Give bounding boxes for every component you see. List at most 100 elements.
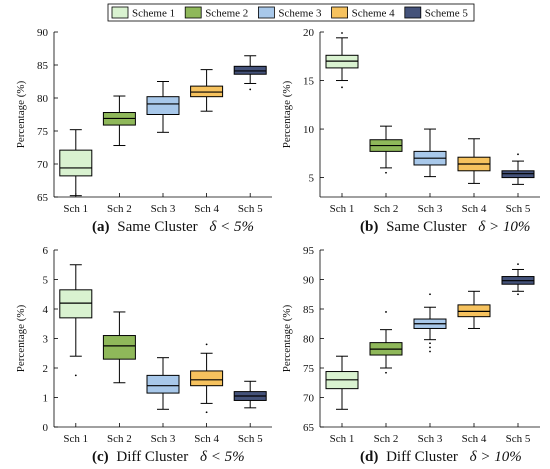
outlier-point [385,171,387,174]
box-sch-4 [457,138,491,184]
legend-swatch [184,6,202,19]
outlier-point [517,153,519,156]
y-tick-label: 15 [303,76,315,88]
box-sch-3 [146,357,180,410]
caption-c-tag: (c) [92,449,109,465]
legend-label: Scheme 4 [352,8,396,20]
y-tick-label: 1 [43,393,49,405]
caption-d-text: Diff Cluster [386,449,458,465]
caption-b-math: δ > 10% [478,219,530,235]
x-tick-label: Sch 1 [63,433,88,445]
outlier-point [249,88,252,91]
outlier-point [385,311,387,313]
x-tick-label: Sch 2 [374,433,399,445]
x-tick-label: Sch 1 [63,203,88,215]
y-tick-label: 70 [37,159,49,171]
outlier-point [429,342,431,345]
x-tick-label: Sch 1 [330,203,355,215]
panel-a: 65 70 75 80 85 90 Percentage (%) Sch 1 Sch 2 Sch … [15,27,272,215]
outlier-point [517,293,519,296]
y-tick-label: 90 [303,275,315,287]
y-tick-label: 85 [37,60,49,72]
outlier-point [429,346,431,349]
box-sch-2 [102,95,136,147]
legend-swatch [111,6,129,19]
box-sch-3 [413,293,447,353]
x-tick-label: Sch 3 [418,203,443,215]
box-sch-2 [102,311,136,384]
panel-d: 65 70 75 80 85 90 95 Percentage (%) Sch 1 Sch 2 Sc… [281,245,540,445]
outlier-point [429,350,431,353]
x-tick-label: Sch 3 [151,203,176,215]
outlier-point [205,343,208,346]
y-axis-label: Percentage (%) [15,304,27,372]
box-sch-1 [59,129,93,197]
box-sch-2 [369,125,403,174]
box-sch-4 [457,290,491,329]
box-sch-5 [233,55,267,91]
outlier-point [385,371,387,374]
caption-b: (b) Same Cluster δ > 10% [360,219,530,235]
y-tick-label: 4 [43,304,49,316]
iqr-box [190,370,224,387]
legend-swatch [331,6,349,19]
y-tick-label: 75 [303,363,315,375]
box-sch-1 [59,264,93,377]
legend-label: Scheme 1 [132,8,175,20]
x-tick-label: Sch 2 [374,203,399,215]
box-sch-3 [146,81,180,133]
panel-b: 5 10 15 20 Percentage (%) Sch 1 Sch 2 Sch 3 Sch … [281,27,540,215]
y-tick-label: 70 [303,393,315,405]
box-sch-1 [325,32,359,89]
y-axis-label: Percentage (%) [15,80,27,148]
outlier-point [341,32,343,34]
box-sch-2 [369,311,403,374]
y-tick-label: 6 [43,245,49,257]
x-tick-label: Sch 3 [151,433,176,445]
legend-label: Scheme 2 [205,8,248,20]
caption-b-tag: (b) [360,219,378,235]
panel-c: 0 1 2 3 4 5 6 Percentage (%) Sch 1 Sch 2 Sch 3 Sch … [15,245,272,445]
outlier-point [74,374,77,377]
y-tick-label: 65 [303,422,315,434]
y-tick-label: 95 [303,245,315,257]
x-tick-label: Sch 4 [462,203,487,215]
y-tick-label: 90 [37,27,49,39]
x-tick-label: Sch 4 [194,433,219,445]
box-sch-4 [190,69,224,112]
x-tick-label: Sch 2 [107,203,132,215]
caption-c-text: Diff Cluster [116,449,188,465]
x-tick-label: Sch 5 [238,203,263,215]
caption-d: (d) Diff Cluster δ > 10% [360,449,522,465]
box-sch-5 [233,380,267,409]
x-tick-label: Sch 3 [418,433,443,445]
y-tick-label: 10 [303,124,315,136]
y-tick-label: 20 [303,27,315,39]
iqr-box [190,85,224,98]
caption-a-text: Same Cluster [117,219,197,235]
y-tick-label: 3 [43,334,49,346]
outlier-point [517,263,519,266]
iqr-box [146,374,180,394]
y-tick-label: 75 [37,126,49,138]
x-tick-label: Sch 4 [194,203,219,215]
y-tick-label: 85 [303,304,315,316]
legend-swatch [404,6,422,19]
y-axis-label: Percentage (%) [281,80,293,148]
legend-label: Scheme 5 [425,8,469,20]
y-axis-label: Percentage (%) [281,304,293,372]
caption-a-math: δ < 5% [209,219,254,235]
x-tick-label: Sch 2 [107,433,132,445]
outlier-point [429,293,431,296]
caption-a: (a) Same Cluster δ < 5% [92,219,254,235]
legend-label: Scheme 3 [278,8,322,20]
legend: Scheme 1 Scheme 2 Scheme 3 Scheme 4 Scheme 5 [107,3,475,22]
box-sch-4 [190,343,224,414]
iqr-box [59,289,93,319]
caption-c: (c) Diff Cluster δ < 5% [92,449,245,465]
x-tick-label: Sch 5 [506,203,531,215]
legend-swatch [257,6,275,19]
x-tick-label: Sch 4 [462,433,487,445]
box-sch-5 [501,153,535,185]
